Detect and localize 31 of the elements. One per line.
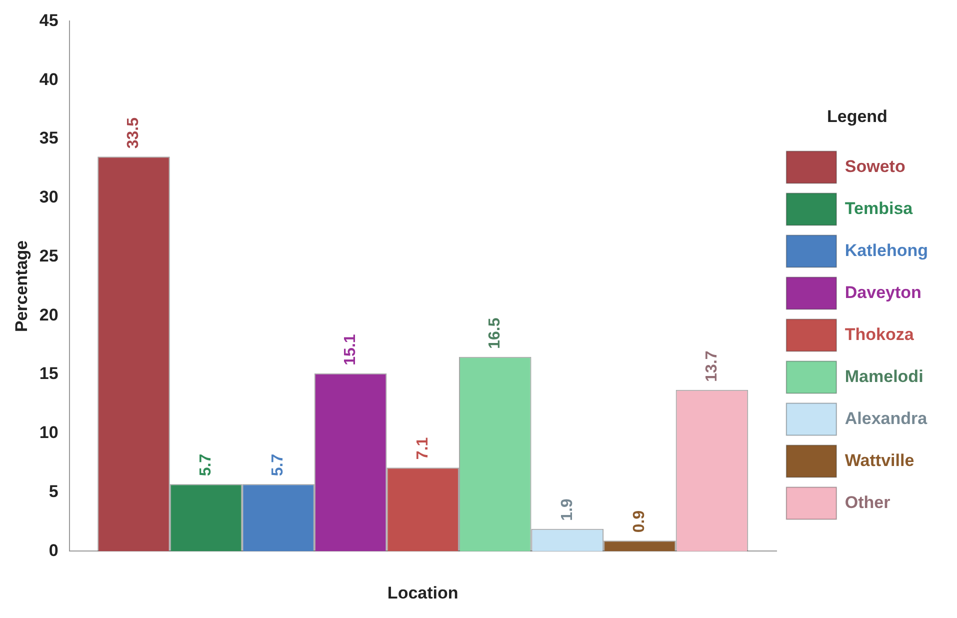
data-label: 5.7	[270, 454, 287, 476]
y-tick-label: 35	[39, 128, 58, 148]
data-label: 33.5	[125, 117, 142, 149]
data-label: 15.1	[342, 334, 359, 366]
data-label: 16.5	[486, 318, 504, 349]
y-tick-label: 5	[48, 482, 58, 501]
data-label: 7.1	[414, 437, 432, 460]
legend-label: Mamelodi	[844, 366, 924, 386]
y-tick-label: 25	[39, 246, 58, 266]
data-label: 1.9	[558, 498, 576, 521]
data-label: 5.7	[197, 454, 214, 476]
x-axis-title: Location	[387, 583, 458, 602]
legend-label: Tembisa	[844, 198, 914, 218]
legend-label: Alexandra	[844, 408, 928, 428]
y-tick-label: 10	[39, 423, 58, 442]
legend-label: Soweto	[844, 156, 906, 176]
data-label: 0.9	[631, 510, 648, 533]
legend-label: Other	[844, 492, 891, 512]
y-tick-label: 40	[39, 70, 58, 89]
y-tick-label: 20	[39, 305, 58, 324]
data-label: 13.7	[703, 350, 720, 382]
legend-label: Katlehong	[844, 240, 928, 260]
y-axis-title: Percentage	[12, 240, 31, 332]
y-tick-label: 15	[39, 364, 58, 384]
legend-label: Thokoza	[844, 324, 914, 344]
y-tick-label: 0	[48, 540, 58, 560]
legend-title: Legend	[826, 106, 888, 126]
legend-label: Daveyton	[844, 282, 922, 302]
legend-label: Wattville	[844, 450, 914, 470]
y-tick-label: 30	[39, 188, 58, 207]
y-tick-label: 45	[39, 10, 58, 30]
